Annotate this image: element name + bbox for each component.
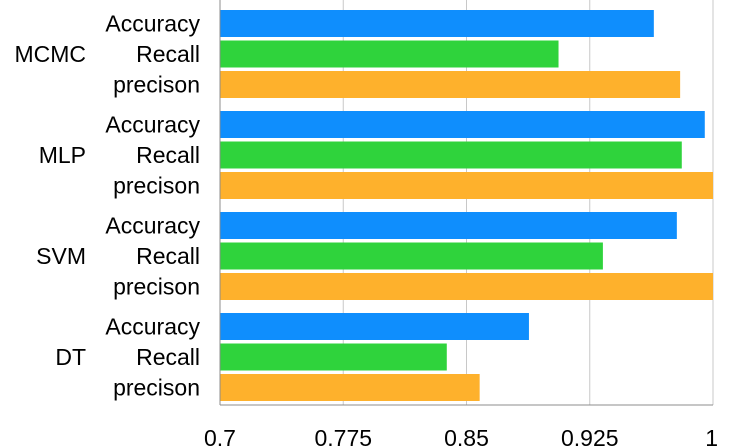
- bar-metric-label: Recall: [136, 344, 200, 370]
- category-labels: Accuracy Recall precison MCMC Accuracy Recall…: [14, 11, 200, 401]
- x-tick-label: 1: [705, 425, 718, 448]
- bar-metric-label: Recall: [136, 41, 200, 67]
- bars: [220, 10, 713, 401]
- bar-svm-recall: [220, 242, 603, 270]
- bar-mcmc-accuracy: [220, 10, 654, 37]
- bar-dt-precison: [220, 374, 480, 401]
- bar-dt-accuracy: [220, 313, 529, 340]
- bar-metric-label: Recall: [136, 142, 200, 168]
- bar-mlp-precison: [220, 172, 713, 199]
- bar-svm-accuracy: [220, 212, 677, 239]
- x-tick-label: 0.7: [204, 425, 236, 448]
- x-tick-label: 0.775: [314, 425, 372, 448]
- bar-mlp-accuracy: [220, 111, 705, 138]
- bar-metric-label: precison: [113, 173, 200, 199]
- bar-metric-label: precison: [113, 375, 200, 401]
- bar-metric-label: precison: [113, 274, 200, 300]
- bar-mlp-recall: [220, 141, 682, 169]
- bar-metric-label: Accuracy: [105, 314, 200, 340]
- group-label-dt: DT: [55, 344, 86, 370]
- x-axis: 0.7 0.775 0.85 0.925 1: [204, 0, 718, 448]
- bar-metric-label: Accuracy: [105, 213, 200, 239]
- x-tick-label: 0.925: [561, 425, 619, 448]
- bar-dt-recall: [220, 343, 447, 371]
- group-label-svm: SVM: [36, 243, 86, 269]
- bar-metric-label: precison: [113, 72, 200, 98]
- x-tick-label: 0.85: [444, 425, 489, 448]
- bar-metric-label: Accuracy: [105, 11, 200, 37]
- group-label-mlp: MLP: [39, 142, 86, 168]
- bar-svm-precison: [220, 273, 713, 300]
- group-label-mcmc: MCMC: [14, 41, 86, 67]
- bar-metric-label: Recall: [136, 243, 200, 269]
- bar-mcmc-precison: [220, 71, 681, 98]
- bar-metric-label: Accuracy: [105, 112, 200, 138]
- bar-mcmc-recall: [220, 40, 559, 68]
